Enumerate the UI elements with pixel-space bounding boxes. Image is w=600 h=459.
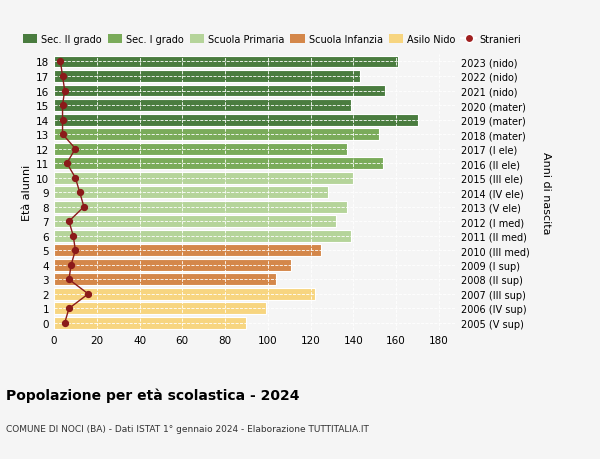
Bar	[54, 317, 247, 329]
Bar	[54, 143, 347, 155]
Point	[58, 73, 67, 80]
Bar	[54, 56, 398, 68]
Bar	[54, 129, 379, 141]
Bar	[54, 158, 383, 170]
Point	[68, 233, 78, 240]
Bar	[54, 288, 315, 300]
Text: Popolazione per età scolastica - 2024: Popolazione per età scolastica - 2024	[6, 388, 299, 403]
Legend: Sec. II grado, Sec. I grado, Scuola Primaria, Scuola Infanzia, Asilo Nido, Stran: Sec. II grado, Sec. I grado, Scuola Prim…	[23, 35, 521, 45]
Text: COMUNE DI NOCI (BA) - Dati ISTAT 1° gennaio 2024 - Elaborazione TUTTITALIA.IT: COMUNE DI NOCI (BA) - Dati ISTAT 1° genn…	[6, 425, 369, 434]
Bar	[54, 303, 266, 315]
Bar	[54, 187, 328, 199]
Bar	[54, 100, 351, 112]
Point	[60, 319, 70, 327]
Bar	[54, 202, 347, 213]
Point	[64, 218, 74, 225]
Bar	[54, 230, 351, 242]
Bar	[54, 172, 353, 184]
Point	[60, 88, 70, 95]
Bar	[54, 245, 321, 257]
Y-axis label: Età alunni: Età alunni	[22, 165, 32, 221]
Point	[58, 117, 67, 124]
Point	[71, 174, 80, 182]
Point	[83, 291, 93, 298]
Point	[71, 146, 80, 153]
Bar	[54, 114, 418, 126]
Bar	[54, 274, 277, 285]
Bar	[54, 216, 336, 228]
Point	[67, 262, 76, 269]
Point	[64, 276, 74, 283]
Bar	[54, 85, 385, 97]
Bar	[54, 259, 292, 271]
Point	[62, 160, 71, 168]
Point	[71, 247, 80, 254]
Point	[75, 189, 85, 196]
Y-axis label: Anni di nascita: Anni di nascita	[541, 151, 551, 234]
Point	[56, 59, 65, 66]
Point	[64, 305, 74, 313]
Point	[58, 102, 67, 110]
Point	[79, 204, 89, 211]
Point	[58, 131, 67, 139]
Bar	[54, 71, 360, 83]
